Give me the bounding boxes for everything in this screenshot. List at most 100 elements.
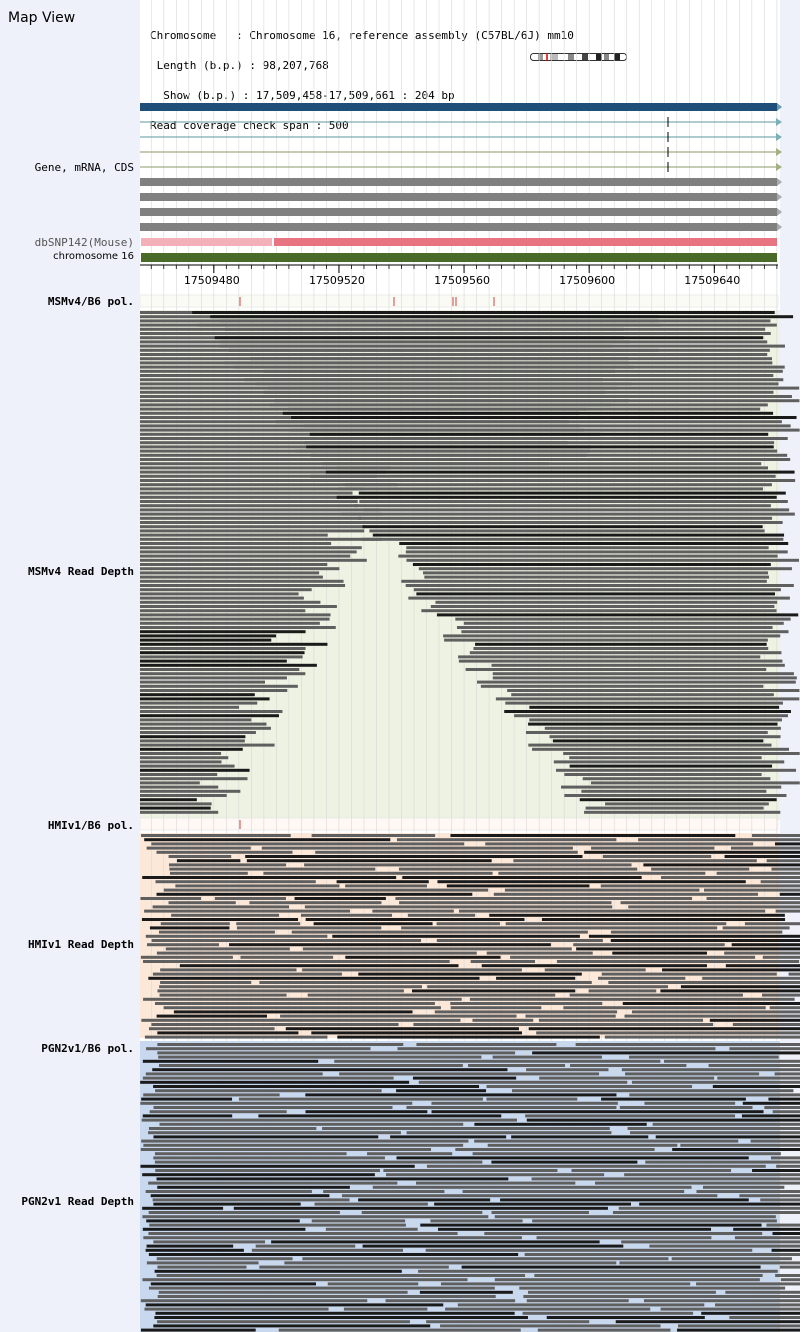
read-bar [142, 1173, 375, 1177]
read-bar [556, 768, 797, 772]
chromosome-ideogram-icon[interactable] [530, 53, 628, 61]
read-bar [154, 1152, 347, 1156]
read-bar [412, 1076, 517, 1080]
read-bar [457, 1303, 705, 1307]
read-bar [525, 1014, 616, 1018]
read-bar [696, 1190, 800, 1193]
read-bar [140, 1299, 368, 1303]
read-bar [624, 1173, 800, 1177]
read-bar [282, 411, 774, 415]
read-bar [140, 512, 383, 516]
read-bar [701, 1311, 800, 1315]
read-bar [461, 1265, 761, 1269]
track-label-msmv4-depth: MSMv4 Read Depth [28, 565, 134, 578]
read-bar [140, 689, 288, 692]
read-bar [141, 1018, 461, 1022]
read-bar [176, 859, 241, 863]
read-bar [158, 1064, 463, 1067]
read-bar [345, 884, 427, 888]
read-bar [437, 880, 746, 884]
read-bar [601, 972, 777, 976]
read-bar [255, 382, 779, 386]
read-bar [267, 386, 800, 390]
genome-browser-canvas[interactable]: 17509480 17509520 17509560 17509600 17509640 [140, 0, 800, 1332]
read-bar [140, 605, 337, 608]
read-bar [144, 909, 351, 913]
read-bar [431, 1110, 764, 1114]
read-bar [219, 319, 771, 323]
read-bar [140, 630, 306, 634]
read-bar [573, 943, 725, 947]
read-bar [383, 1169, 558, 1172]
read-bar [468, 1064, 566, 1067]
read-bar [153, 1156, 385, 1160]
read-bar [643, 1299, 800, 1303]
read-bar [160, 968, 297, 972]
read-bar [158, 1290, 408, 1294]
read-bar [402, 876, 642, 879]
read-bar [140, 479, 360, 482]
read-bar [140, 760, 222, 764]
track-label-chromosome: chromosome 16 [53, 251, 134, 262]
read-bar [223, 361, 773, 365]
read-bar [406, 1131, 612, 1135]
read-bar [430, 605, 775, 608]
read-bar [660, 1307, 800, 1311]
read-bar [696, 1282, 800, 1286]
page-title: Map View [8, 10, 76, 26]
read-bar [526, 1118, 800, 1122]
read-bar [140, 521, 367, 524]
read-bar [600, 884, 800, 888]
read-bar [500, 1198, 749, 1202]
read-bar [153, 1202, 301, 1206]
read-bar [141, 1118, 517, 1122]
read-bar [311, 458, 791, 461]
read-bar [153, 1324, 431, 1328]
read-bar [601, 1097, 746, 1101]
read-bar [444, 638, 768, 642]
read-bar [269, 403, 768, 407]
read-bar [154, 1316, 528, 1319]
read-bar [436, 922, 500, 926]
read-bar [564, 773, 762, 776]
gray-feature-bar [140, 193, 777, 201]
read-bar [141, 1139, 469, 1143]
read-bar [168, 901, 236, 905]
read-bar [367, 1152, 453, 1156]
mrna-arrow-icon [776, 133, 782, 141]
read-bar [715, 1303, 800, 1307]
read-bar [140, 806, 211, 810]
read-bar [160, 922, 230, 926]
read-bar [140, 752, 222, 755]
read-bar [766, 859, 800, 863]
read-bar [327, 1282, 419, 1286]
read-bar [236, 922, 301, 926]
read-bar [752, 1169, 800, 1172]
read-bar [251, 1248, 403, 1252]
read-bar [413, 1023, 714, 1026]
read-bar [302, 1257, 669, 1261]
read-bar [491, 663, 785, 667]
read-bar [157, 1295, 496, 1298]
read-bar [369, 529, 765, 533]
read-bar [140, 638, 272, 642]
read-bar [702, 976, 800, 980]
read-bar [764, 1106, 800, 1109]
read-bar [399, 901, 612, 905]
read-bar [602, 855, 712, 858]
read-bar [168, 855, 232, 858]
read-bar [140, 897, 202, 900]
read-bar [539, 1076, 715, 1080]
read-bar [156, 1257, 293, 1261]
read-bar [142, 1076, 394, 1080]
read-bar [158, 930, 275, 934]
read-bar [458, 909, 766, 913]
read-bar [143, 1143, 464, 1147]
read-bar [561, 785, 782, 789]
read-bar [531, 1177, 800, 1181]
read-bar [420, 1223, 762, 1227]
read-bar [406, 1106, 617, 1109]
read-bar [418, 1080, 628, 1084]
read-bar [168, 863, 287, 867]
read-bar [570, 1064, 687, 1067]
